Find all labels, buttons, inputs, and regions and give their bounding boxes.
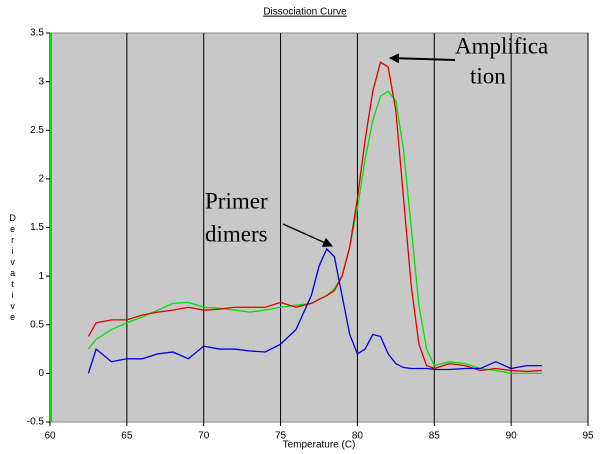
y-tick-label: -0.5 <box>27 417 45 428</box>
y-tick-label: 2.5 <box>30 125 44 136</box>
x-tick-label: 75 <box>275 431 287 442</box>
annotation: dimers <box>205 221 268 246</box>
chart-title: Dissociation Curve <box>263 7 347 18</box>
y-tick-label: 1 <box>38 271 44 282</box>
y-tick-label: 2 <box>38 174 44 185</box>
series-line <box>87 247 542 374</box>
arrow <box>282 223 333 247</box>
y-tick-label: 0.5 <box>30 319 44 330</box>
x-axis-label: Temperature (C) <box>283 440 356 451</box>
y-tick-label: 3.5 <box>30 28 44 39</box>
y-tick-label: 3 <box>38 76 44 87</box>
annotation: Amplifica <box>455 33 548 58</box>
y-tick-label: 0 <box>38 368 44 379</box>
annotation: Primer <box>205 188 268 213</box>
x-tick-label: 80 <box>352 431 364 442</box>
arrow <box>389 53 456 64</box>
y-tick-label: 1.5 <box>30 222 44 233</box>
y-axis-label: Derivative <box>8 213 18 323</box>
x-tick-label: 70 <box>198 431 210 442</box>
series-line <box>87 61 542 373</box>
x-tick-label: 85 <box>429 431 441 442</box>
x-tick-label: 90 <box>506 431 518 442</box>
x-tick-label: 65 <box>121 431 133 442</box>
x-tick-label: 95 <box>582 431 594 442</box>
annotation: tion <box>470 63 506 88</box>
x-tick-label: 60 <box>44 431 56 442</box>
plot-area <box>49 32 589 423</box>
